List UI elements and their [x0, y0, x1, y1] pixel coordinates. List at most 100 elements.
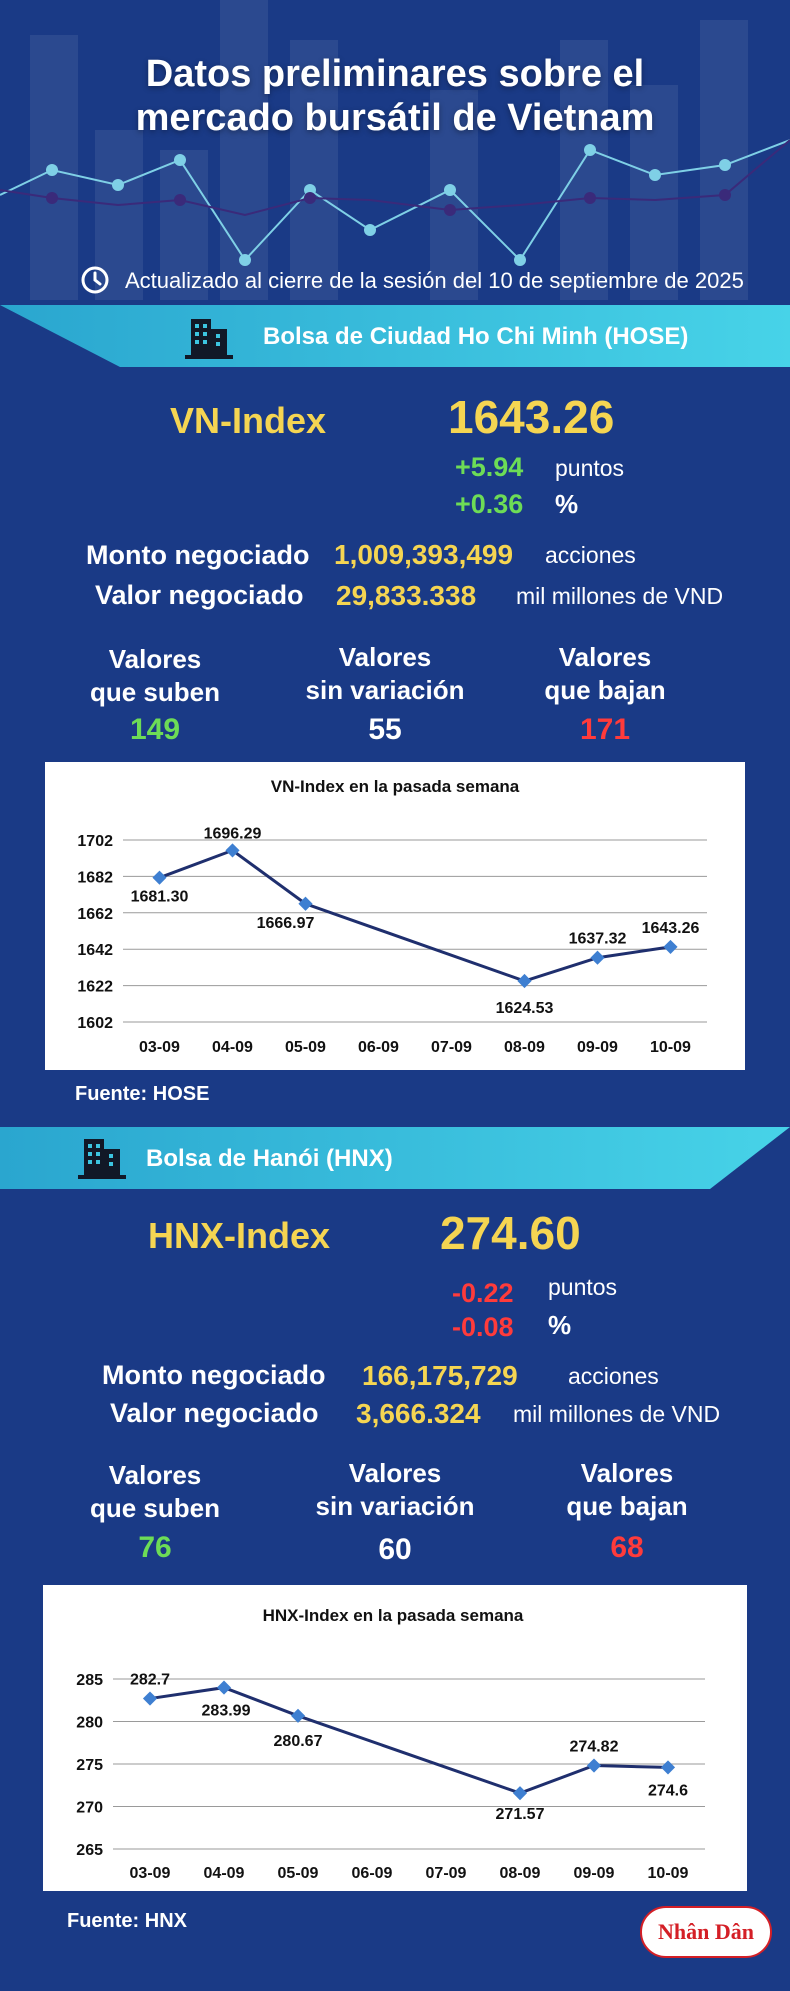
- hnx-volume-unit: acciones: [568, 1363, 659, 1389]
- hose-volume-value: 1,009,393,499: [334, 539, 514, 570]
- hose-down-count: 171: [579, 713, 631, 746]
- hnx-value-value: 3,666.324: [356, 1398, 481, 1429]
- data-label: 282.7: [130, 1672, 170, 1689]
- data-label: 274.82: [570, 1739, 619, 1756]
- hnx-value-unit: mil millones de VND: [513, 1401, 721, 1427]
- hose-index-value: 1643.26: [448, 391, 615, 443]
- hose-down-heading-l1: Valores: [558, 642, 652, 672]
- data-point: [590, 950, 605, 965]
- y-tick-label: 265: [76, 1842, 103, 1859]
- data-label: 271.57: [496, 1806, 545, 1823]
- x-tick-label: 08-09: [504, 1039, 545, 1056]
- hnx-down-heading-l1: Valores: [580, 1458, 674, 1488]
- data-point: [660, 1760, 676, 1775]
- hose-up-heading-l1: Valores: [108, 644, 202, 674]
- hose-banner-title: Bolsa de Ciudad Ho Chi Minh (HOSE): [263, 323, 689, 350]
- y-tick-label: 1602: [77, 1015, 113, 1032]
- hnx-change-points: -0.22: [452, 1278, 514, 1308]
- x-tick-label: 06-09: [358, 1039, 399, 1056]
- hnx-flat-heading-l1: Valores: [348, 1458, 442, 1488]
- hnx-down-heading-l2: que bajan: [566, 1491, 688, 1521]
- hnx-source: Fuente: HNX: [67, 1910, 187, 1932]
- data-label: 1643.26: [642, 920, 700, 937]
- hose-volume-unit: acciones: [545, 542, 636, 568]
- x-tick-label: 04-09: [204, 1865, 245, 1882]
- x-tick-label: 09-09: [577, 1039, 618, 1056]
- x-tick-label: 03-09: [139, 1039, 180, 1056]
- data-point: [517, 973, 532, 989]
- x-tick-label: 10-09: [648, 1865, 689, 1882]
- data-point: [142, 1691, 158, 1706]
- data-point: [216, 1680, 232, 1695]
- hnx-flat-count: 60: [378, 1533, 412, 1566]
- hose-flat-heading: Valores sin variación: [280, 641, 490, 707]
- data-point: [298, 896, 313, 911]
- update-timestamp: Actualizado al cierre de la sesión del 1…: [125, 268, 744, 293]
- data-point: [512, 1786, 528, 1801]
- hose-volume-label: Monto negociado: [86, 540, 310, 570]
- x-tick-label: 08-09: [500, 1865, 541, 1882]
- data-point: [290, 1708, 306, 1723]
- hose-down-heading: Valores que bajan: [510, 641, 700, 707]
- y-tick-label: 285: [76, 1672, 103, 1689]
- data-label: 274.6: [648, 1782, 688, 1799]
- hose-change-points: +5.94: [455, 452, 524, 482]
- x-tick-label: 05-09: [285, 1039, 326, 1056]
- hnx-index-name: HNX-Index: [148, 1215, 331, 1256]
- data-label: 1681.30: [131, 889, 189, 906]
- hnx-banner-title: Bolsa de Hanói (HNX): [146, 1145, 393, 1172]
- hose-source: Fuente: HOSE: [75, 1083, 210, 1105]
- data-label: 1696.29: [204, 825, 262, 842]
- data-point: [663, 939, 678, 954]
- hose-value-value: 29,833.338: [336, 580, 477, 611]
- hose-line-chart: VN-Index en la pasada semana 1602 1622 1642…: [77, 777, 707, 1056]
- y-tick-label: 1702: [77, 833, 113, 850]
- y-tick-label: 1662: [77, 906, 113, 923]
- hose-index-name: VN-Index: [170, 400, 327, 441]
- hose-points-label: puntos: [555, 455, 625, 481]
- x-tick-label: 04-09: [212, 1039, 253, 1056]
- hnx-index-value: 274.60: [440, 1207, 581, 1259]
- hnx-up-heading-l2: que suben: [89, 1493, 220, 1523]
- page-title-line1: Datos preliminares sobre el: [145, 53, 645, 95]
- data-label: 1637.32: [569, 931, 627, 948]
- hnx-up-count: 76: [138, 1531, 172, 1564]
- hose-up-heading-l2: que suben: [89, 677, 220, 707]
- hnx-up-heading: Valores que suben: [60, 1459, 250, 1525]
- x-tick-label: 10-09: [650, 1039, 691, 1056]
- hnx-flat-heading-l2: sin variación: [315, 1491, 475, 1521]
- hose-change-percent: +0.36: [455, 489, 524, 519]
- x-tick-label: 09-09: [574, 1865, 615, 1882]
- hnx-points-label: puntos: [548, 1274, 618, 1300]
- hnx-down-count: 68: [610, 1531, 644, 1564]
- hnx-banner-background: [0, 1127, 790, 1189]
- hose-value-unit: mil millones de VND: [516, 583, 724, 609]
- hnx-line-chart: HNX-Index en la pasada semana 265 270 275 28…: [76, 1606, 705, 1882]
- header-background-graphic: [0, 0, 790, 300]
- series-line: [158, 848, 671, 983]
- hnx-chart-panel: HNX-Index en la pasada semana 265 270 275 28…: [43, 1585, 747, 1891]
- hnx-down-heading: Valores que bajan: [532, 1457, 722, 1523]
- hose-percent-label: %: [555, 489, 579, 519]
- page-title-line2: mercado bursátil de Vietnam: [135, 97, 655, 139]
- clock-icon: [81, 266, 109, 294]
- building-icon: [185, 319, 233, 359]
- y-tick-label: 1682: [77, 869, 113, 886]
- y-tick-label: 270: [76, 1800, 103, 1817]
- x-tick-label: 07-09: [431, 1039, 472, 1056]
- hnx-value-label: Valor negociado: [110, 1398, 319, 1428]
- hose-up-count: 149: [129, 713, 181, 746]
- chart-title: HNX-Index en la pasada semana: [263, 1606, 524, 1625]
- data-label: 1624.53: [496, 1000, 554, 1017]
- hose-down-heading-l2: que bajan: [544, 675, 666, 705]
- hose-flat-heading-l2: sin variación: [305, 675, 465, 705]
- building-icon: [78, 1139, 126, 1179]
- data-label: 280.67: [274, 1733, 323, 1750]
- data-point: [586, 1758, 602, 1773]
- hnx-volume-label: Monto negociado: [102, 1360, 326, 1390]
- hose-up-heading: Valores que suben: [60, 643, 250, 709]
- hose-flat-count: 55: [368, 713, 402, 746]
- hose-chart-panel: VN-Index en la pasada semana 1602 1622 1642…: [45, 762, 745, 1070]
- x-tick-label: 07-09: [426, 1865, 467, 1882]
- y-tick-label: 275: [76, 1757, 103, 1774]
